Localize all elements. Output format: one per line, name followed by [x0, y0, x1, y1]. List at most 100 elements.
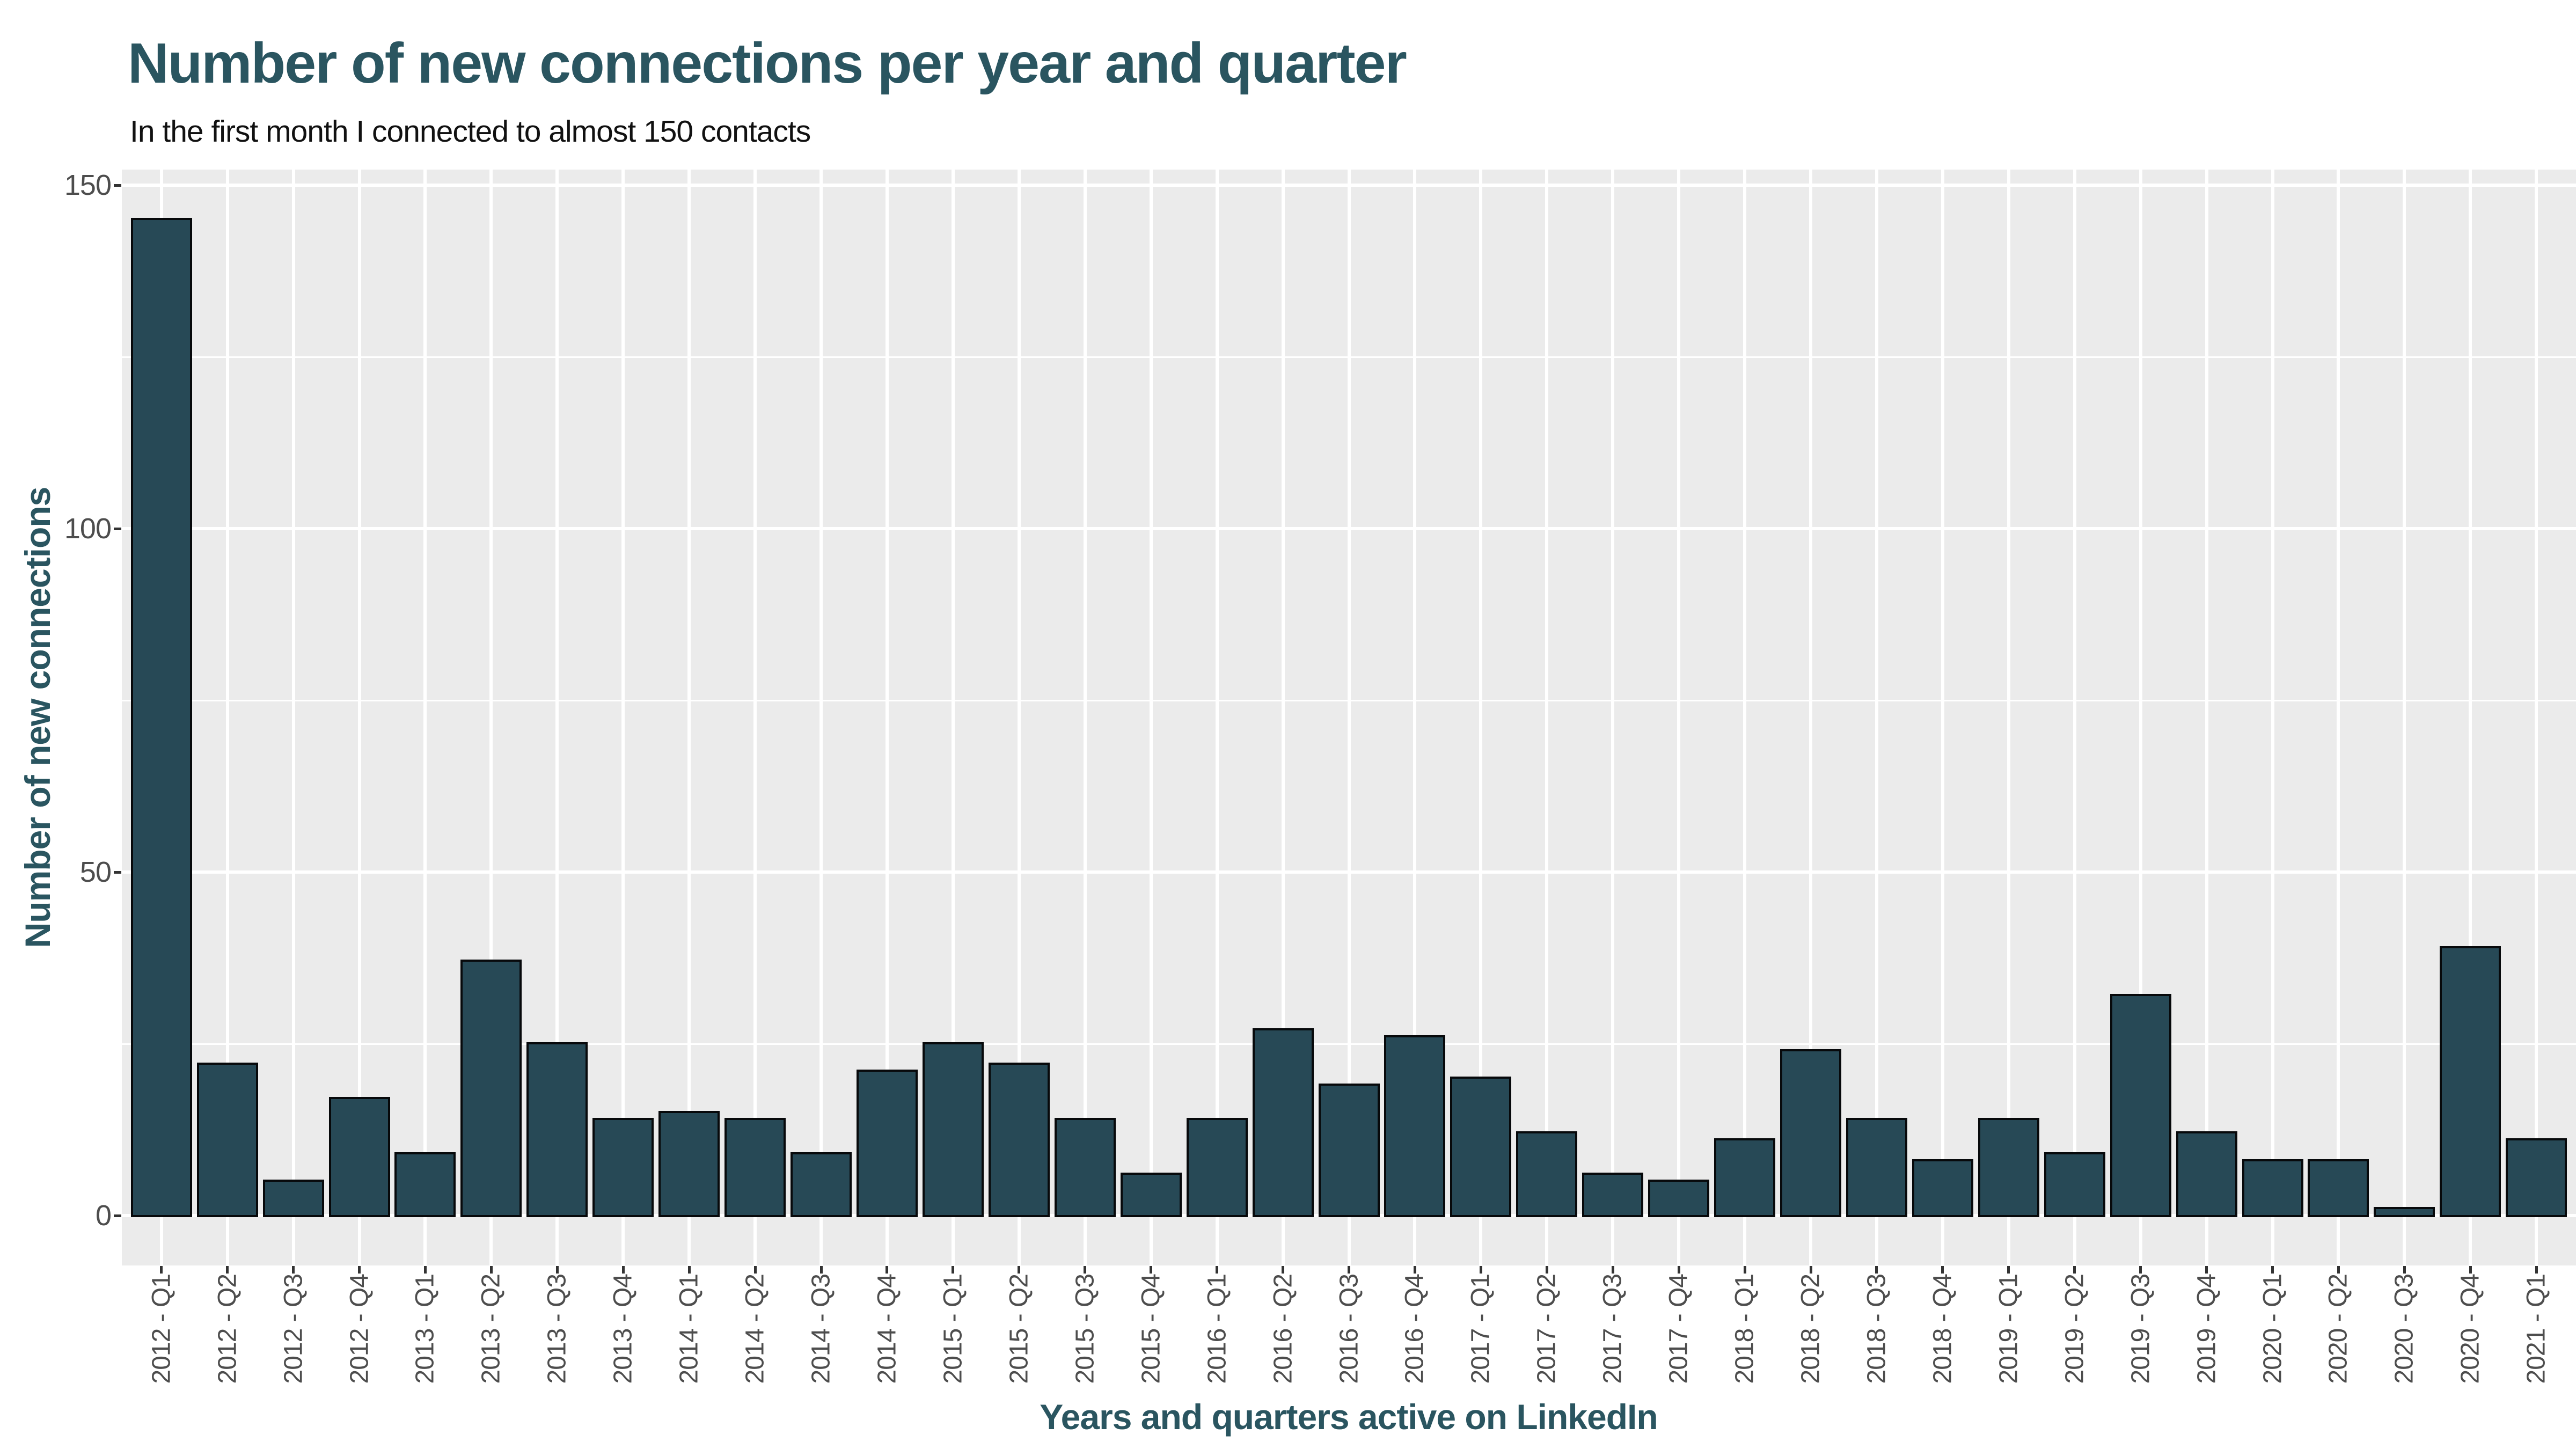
bar: [922, 1042, 984, 1217]
bar: [394, 1152, 456, 1217]
x-tick-label: 2013 - Q4: [609, 1274, 638, 1384]
x-tick-label: 2012 - Q3: [279, 1274, 308, 1384]
x-tick-label: 2020 - Q4: [2456, 1274, 2485, 1384]
bar: [1780, 1049, 1841, 1217]
x-tick-label: 2016 - Q1: [1203, 1274, 1232, 1384]
x-tick-label: 2014 - Q2: [741, 1274, 770, 1384]
y-tick-label: 100: [64, 513, 112, 545]
x-tick-label: 2012 - Q2: [213, 1274, 242, 1384]
x-tick-mark: [1018, 1266, 1021, 1274]
x-tick-mark: [885, 1266, 889, 1274]
x-tick-label: 2020 - Q1: [2258, 1274, 2287, 1384]
bar: [2308, 1159, 2369, 1217]
v-gridline: [2469, 170, 2472, 1265]
x-tick-mark: [1677, 1266, 1680, 1274]
v-gridline: [2139, 170, 2142, 1265]
v-gridline: [1083, 170, 1087, 1265]
v-gridline: [1743, 170, 1747, 1265]
x-tick-label: 2013 - Q3: [543, 1274, 572, 1384]
x-tick-mark: [160, 1266, 163, 1274]
x-tick-mark: [621, 1266, 625, 1274]
v-gridline: [1611, 170, 1615, 1265]
bar: [526, 1042, 588, 1217]
v-gridline: [2337, 170, 2340, 1265]
x-tick-label: 2017 - Q2: [1532, 1274, 1561, 1384]
x-tick-label: 2012 - Q1: [147, 1274, 176, 1384]
bar: [262, 1180, 324, 1217]
bar: [2176, 1131, 2237, 1217]
v-gridline: [1215, 170, 1219, 1265]
v-gridline: [555, 170, 559, 1265]
v-gridline: [2073, 170, 2076, 1265]
x-tick-mark: [1545, 1266, 1548, 1274]
v-gridline: [1479, 170, 1483, 1265]
bar: [724, 1117, 786, 1217]
chart-subtitle: In the first month I connected to almost…: [130, 114, 811, 149]
x-tick-mark: [555, 1266, 559, 1274]
x-tick-mark: [952, 1266, 955, 1274]
bar: [1582, 1173, 1644, 1217]
x-tick-mark: [2073, 1266, 2076, 1274]
bar: [2374, 1207, 2435, 1217]
bar: [658, 1111, 720, 1217]
y-tick-label: 150: [64, 169, 112, 201]
bar: [1120, 1173, 1182, 1217]
bar: [1318, 1083, 1380, 1217]
v-gridline: [753, 170, 757, 1265]
v-gridline: [1281, 170, 1285, 1265]
bar: [1384, 1035, 1446, 1217]
v-gridline: [687, 170, 691, 1265]
x-tick-label: 2017 - Q4: [1664, 1274, 1693, 1384]
x-tick-label: 2017 - Q1: [1466, 1274, 1495, 1384]
x-tick-mark: [2007, 1266, 2010, 1274]
y-tick-mark: [114, 184, 121, 187]
bar: [1054, 1117, 1116, 1217]
x-tick-mark: [1875, 1266, 1878, 1274]
bar: [1846, 1117, 1907, 1217]
x-tick-label: 2018 - Q4: [1928, 1274, 1957, 1384]
x-tick-label: 2013 - Q1: [411, 1274, 440, 1384]
x-tick-mark: [2469, 1266, 2472, 1274]
x-tick-label: 2015 - Q2: [1005, 1274, 1034, 1384]
x-tick-label: 2016 - Q4: [1400, 1274, 1429, 1384]
plot-panel: [122, 170, 2576, 1265]
y-tick-label: 50: [79, 856, 112, 888]
bar: [1450, 1077, 1512, 1217]
v-gridline: [1875, 170, 1878, 1265]
x-tick-mark: [1348, 1266, 1350, 1274]
x-tick-mark: [1941, 1266, 1944, 1274]
x-tick-label: 2015 - Q1: [939, 1274, 968, 1384]
v-gridline: [225, 170, 229, 1265]
x-tick-mark: [2139, 1266, 2142, 1274]
x-tick-label: 2012 - Q4: [345, 1274, 374, 1384]
v-gridline: [621, 170, 625, 1265]
x-tick-label: 2015 - Q4: [1137, 1274, 1166, 1384]
v-gridline: [2271, 170, 2274, 1265]
chart-title: Number of new connections per year and q…: [128, 32, 1407, 95]
v-gridline: [819, 170, 823, 1265]
v-gridline: [1677, 170, 1681, 1265]
v-gridline: [1017, 170, 1021, 1265]
x-tick-mark: [2403, 1266, 2406, 1274]
x-tick-mark: [226, 1266, 229, 1274]
x-tick-label: 2019 - Q4: [2192, 1274, 2221, 1384]
v-gridline: [1809, 170, 1812, 1265]
x-tick-mark: [2337, 1266, 2340, 1274]
v-gridline: [1149, 170, 1153, 1265]
x-tick-label: 2021 - Q1: [2522, 1274, 2551, 1384]
bar: [988, 1063, 1050, 1217]
x-tick-mark: [753, 1266, 757, 1274]
v-gridline: [885, 170, 889, 1265]
x-tick-label: 2015 - Q3: [1071, 1274, 1100, 1384]
x-tick-label: 2020 - Q2: [2324, 1274, 2353, 1384]
x-tick-label: 2016 - Q2: [1269, 1274, 1298, 1384]
x-tick-label: 2019 - Q2: [2060, 1274, 2089, 1384]
bar: [130, 218, 192, 1217]
y-tick-label: 0: [95, 1199, 112, 1232]
x-tick-mark: [358, 1266, 361, 1274]
x-tick-label: 2018 - Q2: [1796, 1274, 1825, 1384]
x-tick-mark: [1282, 1266, 1285, 1274]
x-tick-label: 2020 - Q3: [2390, 1274, 2419, 1384]
bar: [791, 1152, 852, 1217]
x-tick-mark: [1743, 1266, 1746, 1274]
